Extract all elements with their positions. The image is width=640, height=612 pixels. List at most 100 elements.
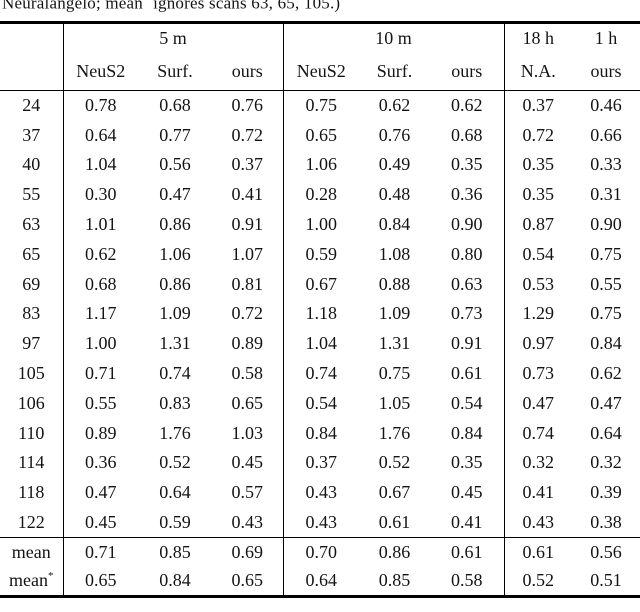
caption-text-end: ignores scans 63, 65, 105.) — [148, 0, 341, 13]
table-row-scan-63: 63 1.01 0.86 0.91 1.00 0.84 0.90 0.87 0.90 — [0, 209, 640, 240]
value-cell: 0.58 — [451, 570, 483, 591]
value-cell: 0.43 — [282, 507, 360, 538]
value-cell: 0.35 — [503, 150, 573, 180]
table-row-scan-118: 118 0.47 0.64 0.57 0.43 0.67 0.45 0.41 0.39 — [0, 477, 640, 508]
table-row-scan-83: 83 1.17 1.09 0.72 1.18 1.09 0.73 1.29 0.75 — [0, 299, 640, 329]
value-cell: 1.31 — [378, 333, 411, 354]
value-cell: 0.77 — [159, 124, 191, 145]
table-row-scan-24: 24 0.78 0.68 0.76 0.75 0.62 0.62 0.37 0.46 — [0, 90, 640, 121]
value-cell: 0.43 — [282, 477, 360, 508]
row-label: 63 — [22, 214, 41, 235]
value-cell: 0.81 — [231, 273, 264, 294]
value-cell: 1.05 — [378, 392, 411, 413]
value-cell: 0.35 — [451, 452, 483, 473]
caption-text-start: Neuralangelo; mean — [2, 0, 143, 13]
value-cell: 0.32 — [590, 452, 622, 473]
value-cell: 0.43 — [503, 507, 573, 538]
caption-asterisk: * — [143, 0, 149, 5]
table-row-scan-114: 114 0.36 0.52 0.45 0.37 0.52 0.35 0.32 0.32 — [0, 448, 640, 478]
column-header-ours: ours — [212, 52, 284, 91]
group-header-1-h: 1 h — [594, 27, 618, 48]
value-cell: 0.74 — [503, 418, 573, 449]
value-cell: 1.17 — [62, 299, 138, 329]
group-header-18-h: 18 h — [503, 22, 573, 53]
value-cell: 0.37 — [282, 448, 360, 478]
table-row-scan-105: 105 0.71 0.74 0.58 0.74 0.75 0.61 0.73 0.62 — [0, 358, 640, 389]
value-cell: 0.70 — [282, 536, 360, 567]
value-cell: 1.09 — [159, 303, 191, 324]
value-cell: 0.65 — [62, 566, 138, 597]
value-cell: 0.88 — [378, 273, 411, 294]
value-cell: 0.80 — [451, 243, 483, 264]
column-header-na: N.A. — [503, 52, 573, 91]
value-cell: 1.09 — [378, 303, 411, 324]
row-label: 55 — [22, 184, 41, 205]
value-cell: 0.65 — [231, 392, 264, 413]
value-cell: 0.45 — [231, 452, 264, 473]
table-row-scan-65: 65 0.62 1.06 1.07 0.59 1.08 0.80 0.54 0.75 — [0, 239, 640, 270]
table-row-scan-97: 97 1.00 1.31 0.89 1.04 1.31 0.91 0.97 0.84 — [0, 328, 640, 359]
value-cell: 0.41 — [451, 511, 483, 532]
row-label: 69 — [22, 273, 41, 294]
value-cell: 0.32 — [503, 448, 573, 478]
value-cell: 0.47 — [159, 184, 191, 205]
table-row-mean-star: mean* 0.65 0.84 0.65 0.64 0.85 0.58 0.52 0.51 — [0, 566, 640, 597]
mean-asterisk: * — [47, 570, 54, 583]
value-cell: 0.84 — [378, 214, 411, 235]
value-cell: 0.63 — [451, 273, 483, 294]
row-label: 114 — [18, 452, 45, 473]
value-cell: 0.52 — [159, 452, 191, 473]
value-cell: 0.75 — [378, 363, 411, 384]
row-label: 118 — [18, 482, 45, 503]
value-cell: 0.28 — [282, 179, 360, 210]
value-cell: 0.71 — [62, 358, 138, 389]
value-cell: 1.18 — [282, 299, 360, 329]
table-row-scan-110: 110 0.89 1.76 1.03 0.84 1.76 0.84 0.74 0.64 — [0, 418, 640, 449]
row-label: mean — [0, 536, 63, 567]
value-cell: 0.43 — [231, 511, 264, 532]
value-cell: 0.84 — [590, 333, 622, 354]
value-cell: 0.31 — [590, 184, 622, 205]
value-cell: 0.67 — [378, 482, 411, 503]
row-label: 24 — [22, 95, 41, 116]
table-column-header-row: NeuS2 Surf. ours NeuS2 Surf. ours N.A. ours — [0, 52, 640, 91]
table-row-mean: mean 0.71 0.85 0.69 0.70 0.86 0.61 0.61 0.56 — [0, 536, 640, 567]
value-cell: 1.07 — [231, 243, 264, 264]
column-header-surf: Surf. — [138, 52, 212, 91]
value-cell: 0.61 — [451, 363, 483, 384]
table-row-scan-55: 55 0.30 0.47 0.41 0.28 0.48 0.36 0.35 0.31 — [0, 179, 640, 210]
value-cell: 0.84 — [451, 422, 483, 443]
corner-cell — [0, 23, 63, 53]
value-cell: 0.74 — [282, 358, 360, 389]
value-cell: 0.51 — [590, 570, 622, 591]
value-cell: 0.75 — [282, 90, 360, 121]
value-cell: 0.41 — [503, 477, 573, 508]
row-label: 65 — [22, 243, 41, 264]
value-cell: 0.91 — [451, 333, 483, 354]
value-cell: 0.41 — [231, 184, 264, 205]
table-row-scan-69: 69 0.68 0.86 0.81 0.67 0.88 0.63 0.53 0.55 — [0, 269, 640, 300]
value-cell: 0.55 — [590, 273, 622, 294]
value-cell: 0.85 — [138, 536, 212, 567]
value-cell: 1.31 — [159, 333, 191, 354]
column-header-surf: Surf. — [359, 52, 431, 91]
value-cell: 1.04 — [62, 150, 138, 180]
value-cell: 0.55 — [62, 388, 138, 419]
row-label: mean* — [9, 570, 54, 591]
value-cell: 0.39 — [590, 482, 622, 503]
value-cell: 0.89 — [231, 333, 264, 354]
value-cell: 0.57 — [231, 482, 264, 503]
value-cell: 0.47 — [62, 477, 138, 508]
column-header-ours: ours — [572, 52, 640, 91]
value-cell: 0.97 — [503, 328, 573, 359]
row-label: 97 — [22, 333, 41, 354]
value-cell: 0.37 — [231, 154, 264, 175]
value-cell: 0.85 — [378, 570, 411, 591]
value-cell: 0.89 — [62, 418, 138, 449]
row-label: 37 — [22, 124, 41, 145]
value-cell: 0.61 — [430, 536, 505, 567]
value-cell: 0.53 — [503, 269, 573, 300]
value-cell: 0.62 — [62, 239, 138, 270]
value-cell: 0.52 — [378, 452, 411, 473]
value-cell: 0.66 — [590, 124, 622, 145]
